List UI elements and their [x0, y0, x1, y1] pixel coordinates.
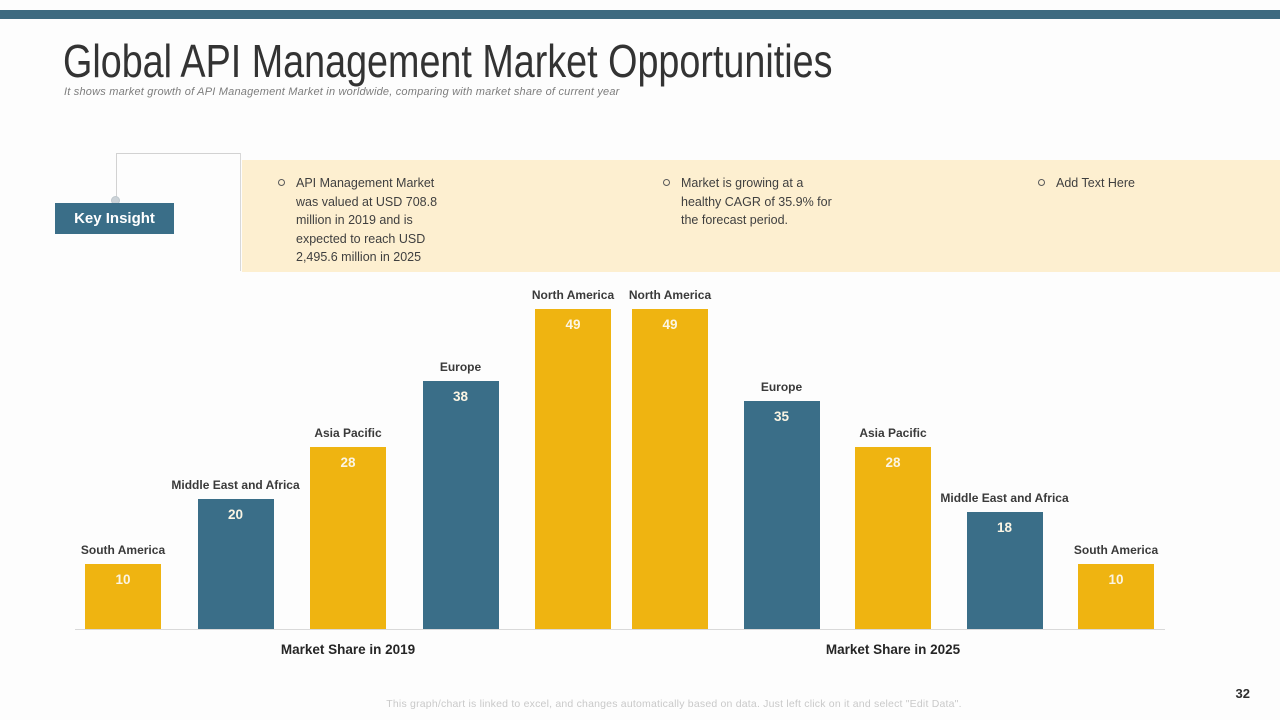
insight-bullet-text: Add Text Here: [1056, 176, 1135, 190]
group-label-2019: Market Share in 2019: [280, 642, 416, 657]
bar-value-label: 35: [773, 409, 790, 424]
connector-line-panel-edge: [240, 153, 241, 271]
bar-rect[interactable]: 10: [1078, 564, 1154, 630]
bar-europe[interactable]: Europe 35: [743, 380, 820, 630]
bar-category-label: Asia Pacific: [859, 426, 927, 440]
page-title: Global API Management Market Opportuniti…: [63, 35, 833, 87]
bullet-circle-icon: [663, 179, 670, 186]
bullet-circle-icon: [278, 179, 285, 186]
bar-category-label: Middle East and Africa: [171, 478, 300, 492]
connector-line-horizontal: [116, 153, 241, 154]
key-insight-badge[interactable]: Key Insight: [55, 203, 174, 234]
page-number: 32: [1235, 686, 1250, 701]
bar-category-label: North America: [628, 288, 712, 302]
key-insight-label: Key Insight: [74, 210, 155, 227]
bar-value-label: 18: [996, 520, 1013, 535]
connector-line-vertical: [116, 153, 117, 199]
bullet-circle-icon: [1038, 179, 1045, 186]
bar-value-label: 28: [885, 455, 901, 470]
bar-rect[interactable]: 28: [310, 447, 386, 630]
insight-bullet-cagr: Market is growing at a healthy CAGR of 3…: [663, 174, 833, 230]
bar-middle-east-and-africa[interactable]: Middle East and Africa 20: [171, 478, 300, 630]
insight-bullet-text: Market is growing at a healthy CAGR of 3…: [681, 176, 832, 227]
insight-panel: API Management Market was valued at USD …: [242, 160, 1280, 272]
bar-value-label: 10: [115, 572, 131, 587]
insight-bullet-text: API Management Market was valued at USD …: [296, 176, 438, 264]
bar-rect[interactable]: 20: [197, 499, 274, 630]
bar-category-label: Asia Pacific: [314, 426, 382, 440]
bar-south-america[interactable]: South America 10: [81, 543, 165, 630]
insight-bullet-placeholder[interactable]: Add Text Here: [1038, 174, 1135, 193]
chart-baseline: [75, 629, 1165, 630]
bar-europe[interactable]: Europe 38: [422, 360, 499, 630]
bar-value-label: 38: [452, 389, 469, 404]
bar-north-america[interactable]: North America 49: [628, 288, 712, 630]
bar-rect[interactable]: 28: [855, 447, 931, 630]
bar-rect[interactable]: 38: [422, 381, 499, 630]
bar-north-america[interactable]: North America 49: [531, 288, 615, 630]
bar-category-label: North America: [531, 288, 615, 302]
page-subtitle: It shows market growth of API Management…: [64, 86, 620, 98]
bar-value-label: 10: [1108, 572, 1124, 587]
bar-category-label: Middle East and Africa: [940, 491, 1069, 505]
bar-group-2025: North America 49 Europe 35 Asia Pacific 28 Mid…: [628, 288, 1158, 630]
bar-value-label: 28: [340, 455, 356, 470]
bar-rect[interactable]: 10: [85, 564, 161, 630]
bar-category-label: Europe: [439, 360, 482, 374]
bar-asia-pacific[interactable]: Asia Pacific 28: [310, 426, 386, 630]
bar-value-label: 20: [227, 507, 244, 522]
bar-group-2019: South America 10 Middle East and Africa 20 A…: [81, 288, 615, 630]
bar-rect[interactable]: 49: [535, 309, 611, 630]
bar-rect[interactable]: 18: [966, 512, 1043, 630]
insight-bullet-valuation: API Management Market was valued at USD …: [278, 174, 454, 267]
bar-category-label: South America: [80, 543, 166, 557]
bar-rect[interactable]: 49: [632, 309, 708, 630]
bar-middle-east-and-africa[interactable]: Middle East and Africa 18: [940, 491, 1069, 630]
bar-value-label: 49: [565, 317, 581, 332]
bar-asia-pacific[interactable]: Asia Pacific 28: [855, 426, 931, 630]
footer-note: This graph/chart is linked to excel, and…: [386, 698, 962, 710]
bar-category-label: South America: [1073, 543, 1159, 557]
bar-value-label: 49: [662, 317, 678, 332]
top-accent-bar: [0, 10, 1280, 19]
bar-rect[interactable]: 35: [743, 401, 820, 630]
bar-category-label: Europe: [760, 380, 803, 394]
bar-south-america[interactable]: South America 10: [1074, 543, 1158, 630]
group-label-2025: Market Share in 2025: [825, 642, 961, 657]
